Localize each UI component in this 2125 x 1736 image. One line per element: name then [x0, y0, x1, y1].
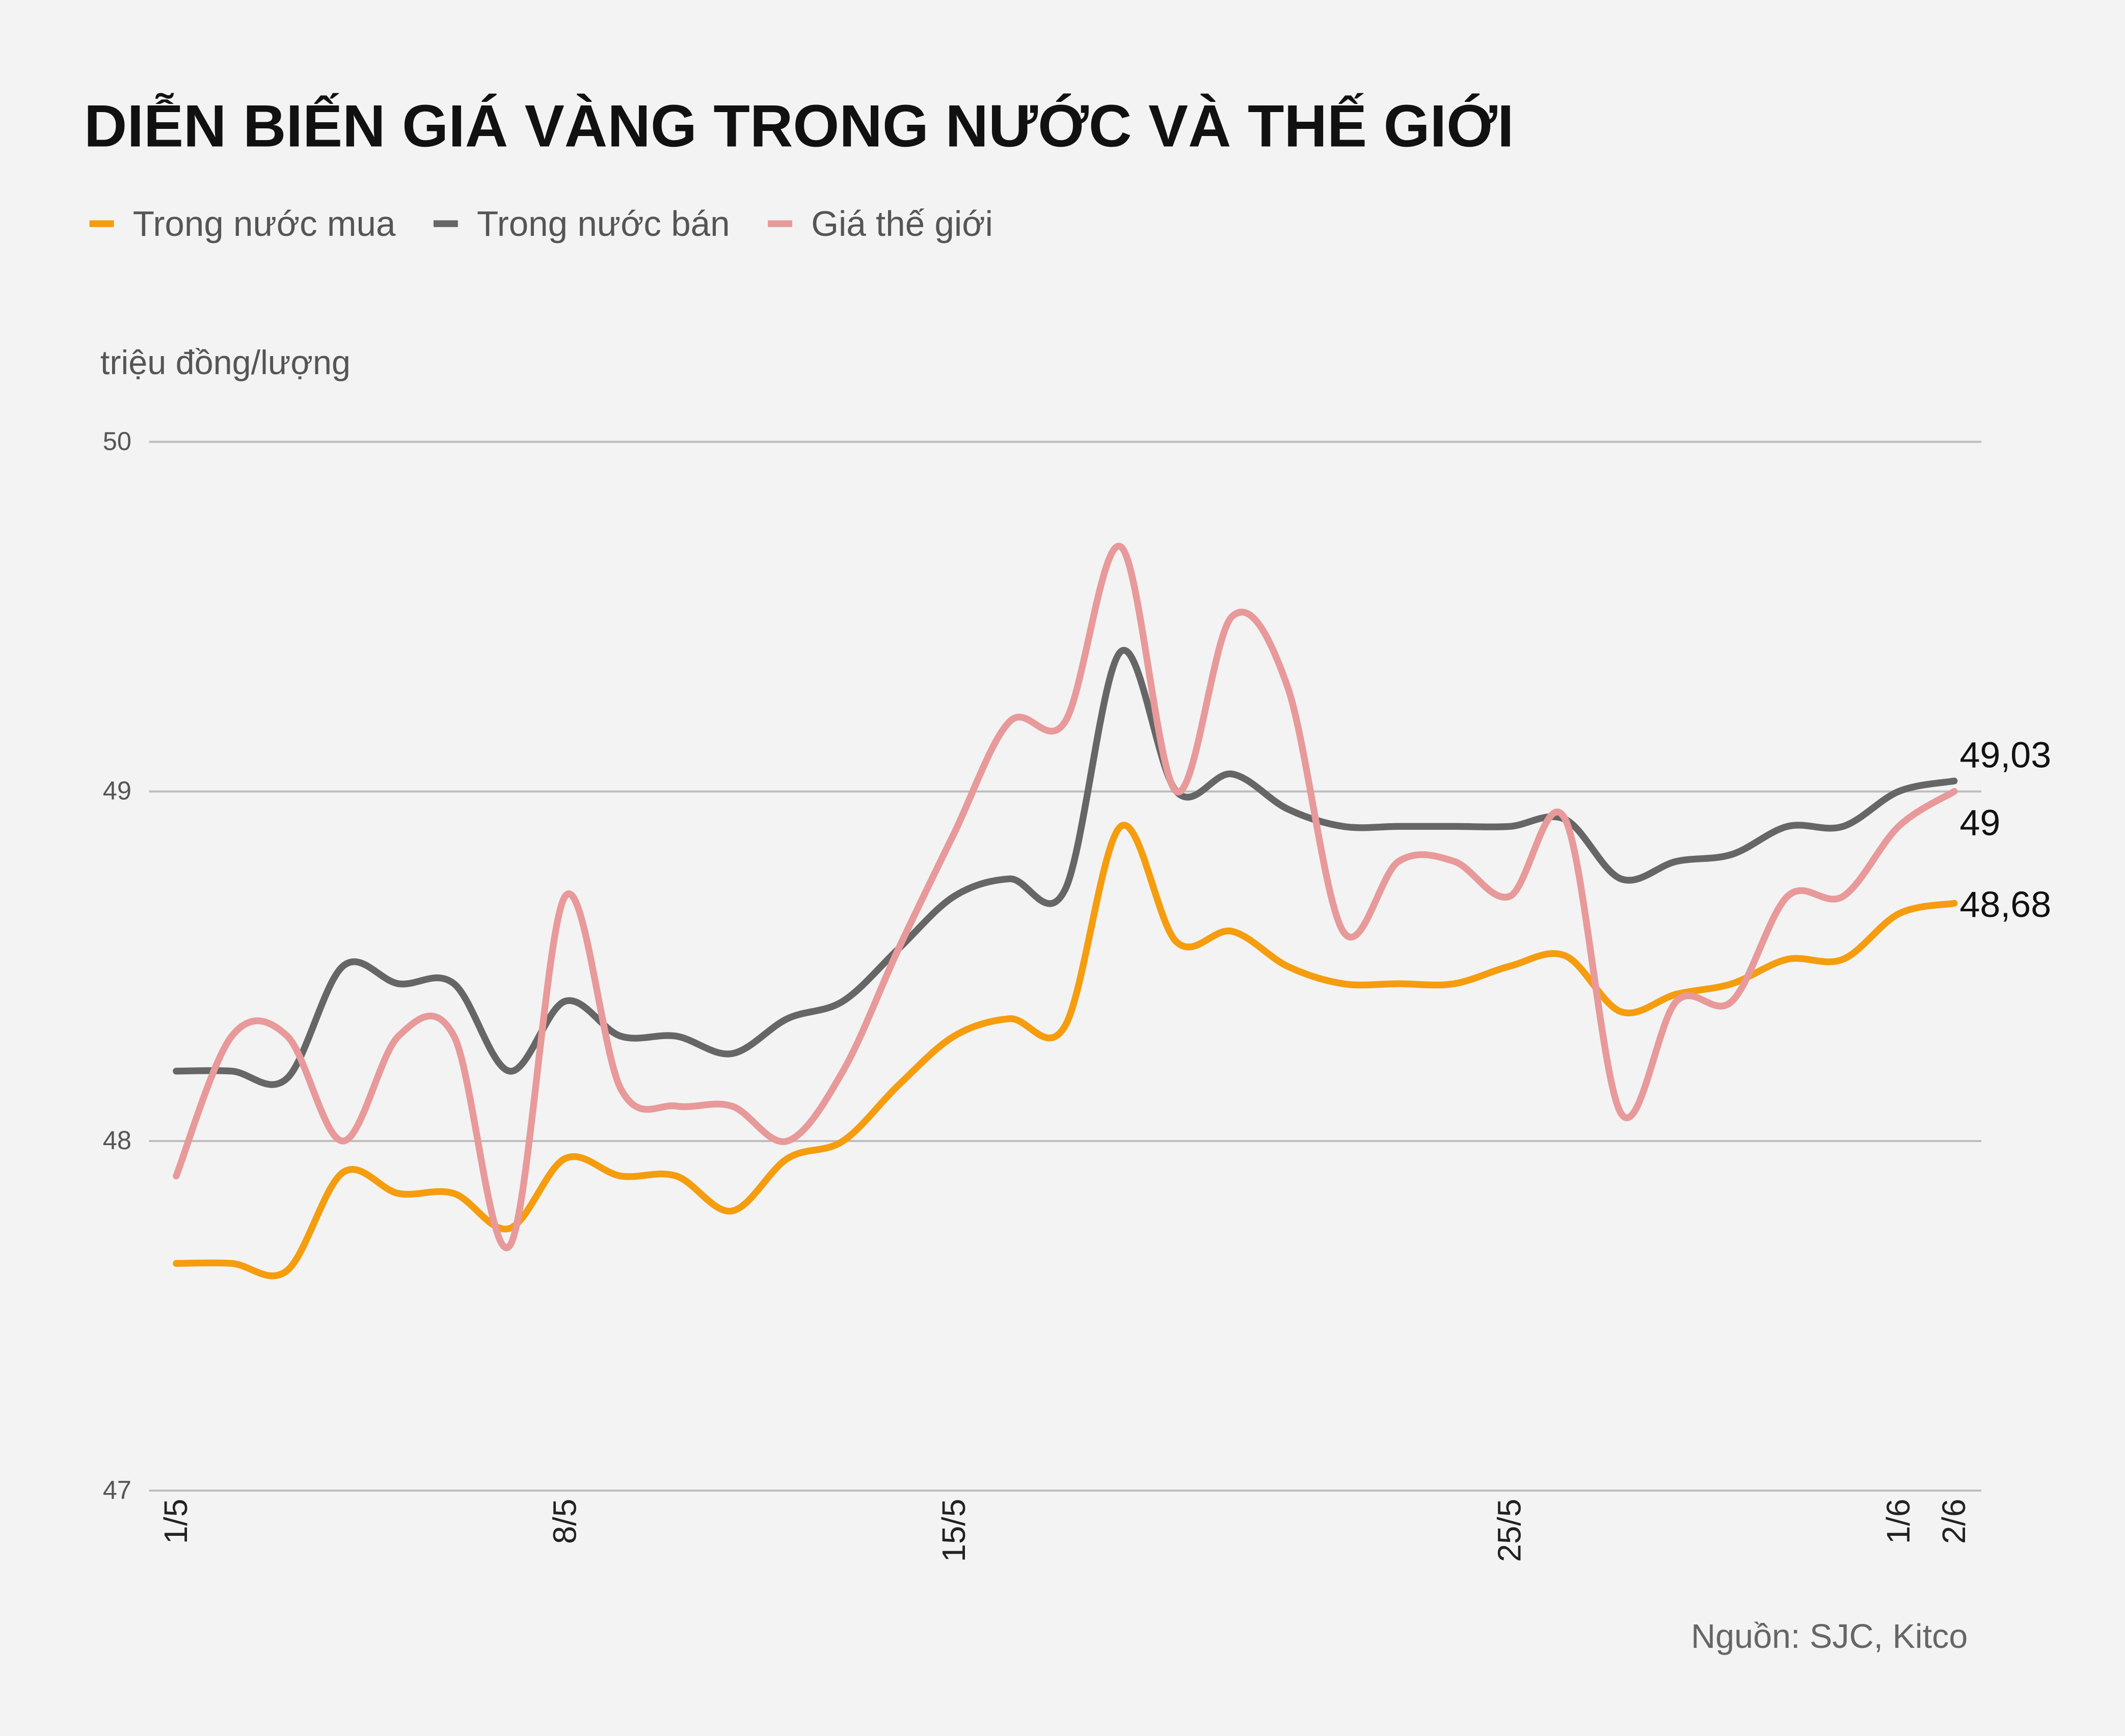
y-tick-label: 49	[103, 776, 131, 805]
x-tick-label: 15/5	[935, 1499, 972, 1562]
x-tick-label: 8/5	[547, 1499, 583, 1544]
x-tick-label: 1/5	[157, 1499, 194, 1544]
chart-title: DIỄN BIẾN GIÁ VÀNG TRONG NƯỚC VÀ THẾ GIỚ…	[84, 93, 1514, 159]
legend-label: Trong nước mua	[133, 204, 396, 243]
y-tick-label: 48	[103, 1126, 131, 1155]
x-tick-label: 25/5	[1491, 1499, 1528, 1562]
source: Nguồn: SJC, Kitco	[1691, 1618, 1968, 1656]
y-tick-label: 47	[103, 1475, 131, 1504]
x-tick-label: 2/6	[1935, 1499, 1972, 1544]
value-label: 48,68	[1959, 884, 2051, 925]
legend-label: Giá thế giới	[811, 204, 993, 243]
series-line	[173, 822, 1958, 1280]
legend-label: Trong nước bán	[477, 204, 730, 243]
value-label: 49,03	[1959, 735, 2051, 776]
series-line	[173, 542, 1958, 1252]
x-tick-label: 1/6	[1880, 1499, 1917, 1544]
y-tick-label: 50	[103, 426, 131, 455]
y-axis-label: triệu đồng/lượng	[100, 344, 351, 382]
series-line	[173, 646, 1958, 1088]
value-label: 49	[1959, 803, 2000, 844]
